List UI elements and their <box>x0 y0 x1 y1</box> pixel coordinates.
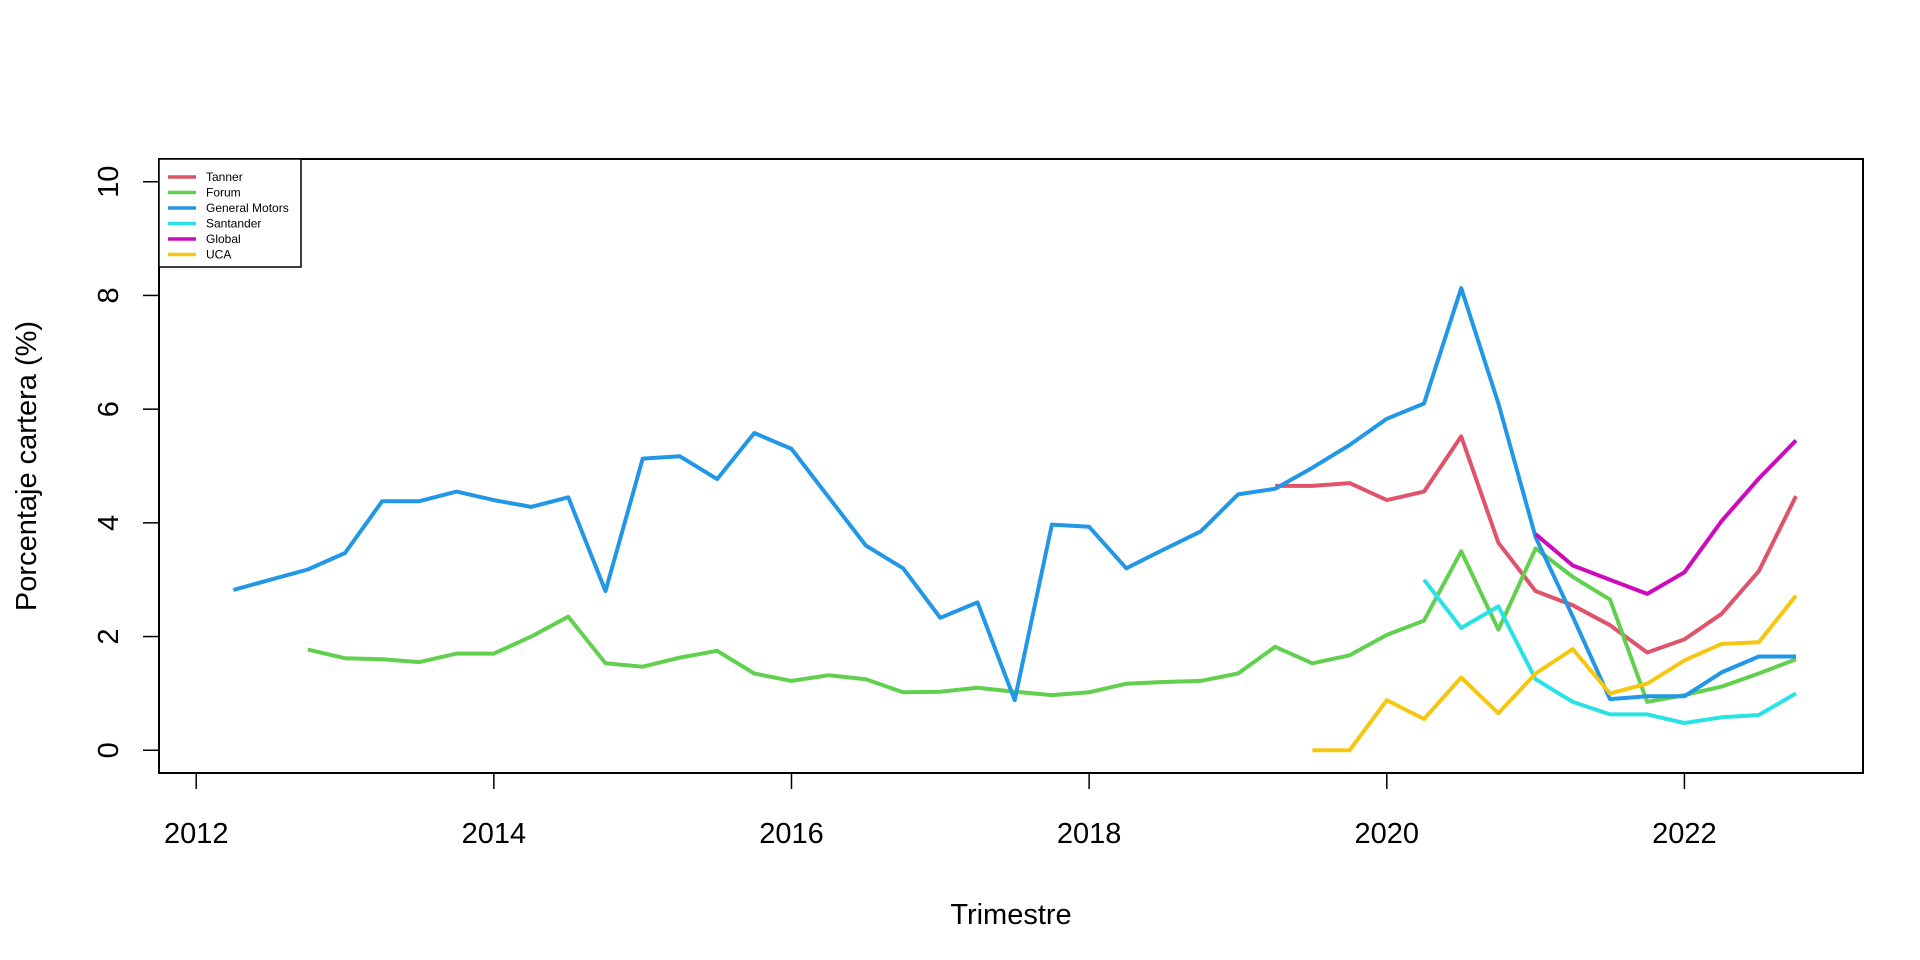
series-line-global <box>1534 439 1798 596</box>
series-line-general-motors <box>232 286 1796 703</box>
legend-label: Tanner <box>206 170 243 184</box>
x-tick-label: 2014 <box>462 818 527 850</box>
legend-box <box>158 158 302 268</box>
y-tick-label: 6 <box>93 401 125 417</box>
legend-label: UCA <box>206 248 231 262</box>
x-axis-title: Trimestre <box>950 899 1071 931</box>
y-axis: 0 2 4 6 8 10 <box>93 166 160 758</box>
y-tick-label: 4 <box>93 515 125 531</box>
series-line-santander <box>1422 578 1798 725</box>
x-tick-label: 2020 <box>1355 818 1420 850</box>
legend-label: General Motors <box>206 201 289 215</box>
x-axis: 2012 2014 2016 2018 2020 2022 <box>164 772 1717 850</box>
x-tick-label: 2012 <box>164 818 229 850</box>
legend-label: Santander <box>206 217 261 231</box>
series-line-tanner <box>1275 434 1798 655</box>
y-axis-title: Porcentaje cartera (%) <box>11 321 43 611</box>
x-tick-label: 2016 <box>759 818 824 850</box>
x-tick-label: 2022 <box>1652 818 1717 850</box>
series-line-uca <box>1312 594 1798 753</box>
y-tick-label: 2 <box>93 628 125 644</box>
x-tick-label: 2018 <box>1057 818 1122 850</box>
legend-label: Forum <box>206 186 241 200</box>
legend-label: Global <box>206 232 241 246</box>
plot-frame <box>158 158 1864 774</box>
series-layer <box>232 286 1798 753</box>
y-tick-label: 10 <box>93 166 125 198</box>
series-line-forum <box>307 546 1797 704</box>
y-tick-label: 8 <box>93 287 125 303</box>
y-tick-label: 0 <box>93 742 125 758</box>
